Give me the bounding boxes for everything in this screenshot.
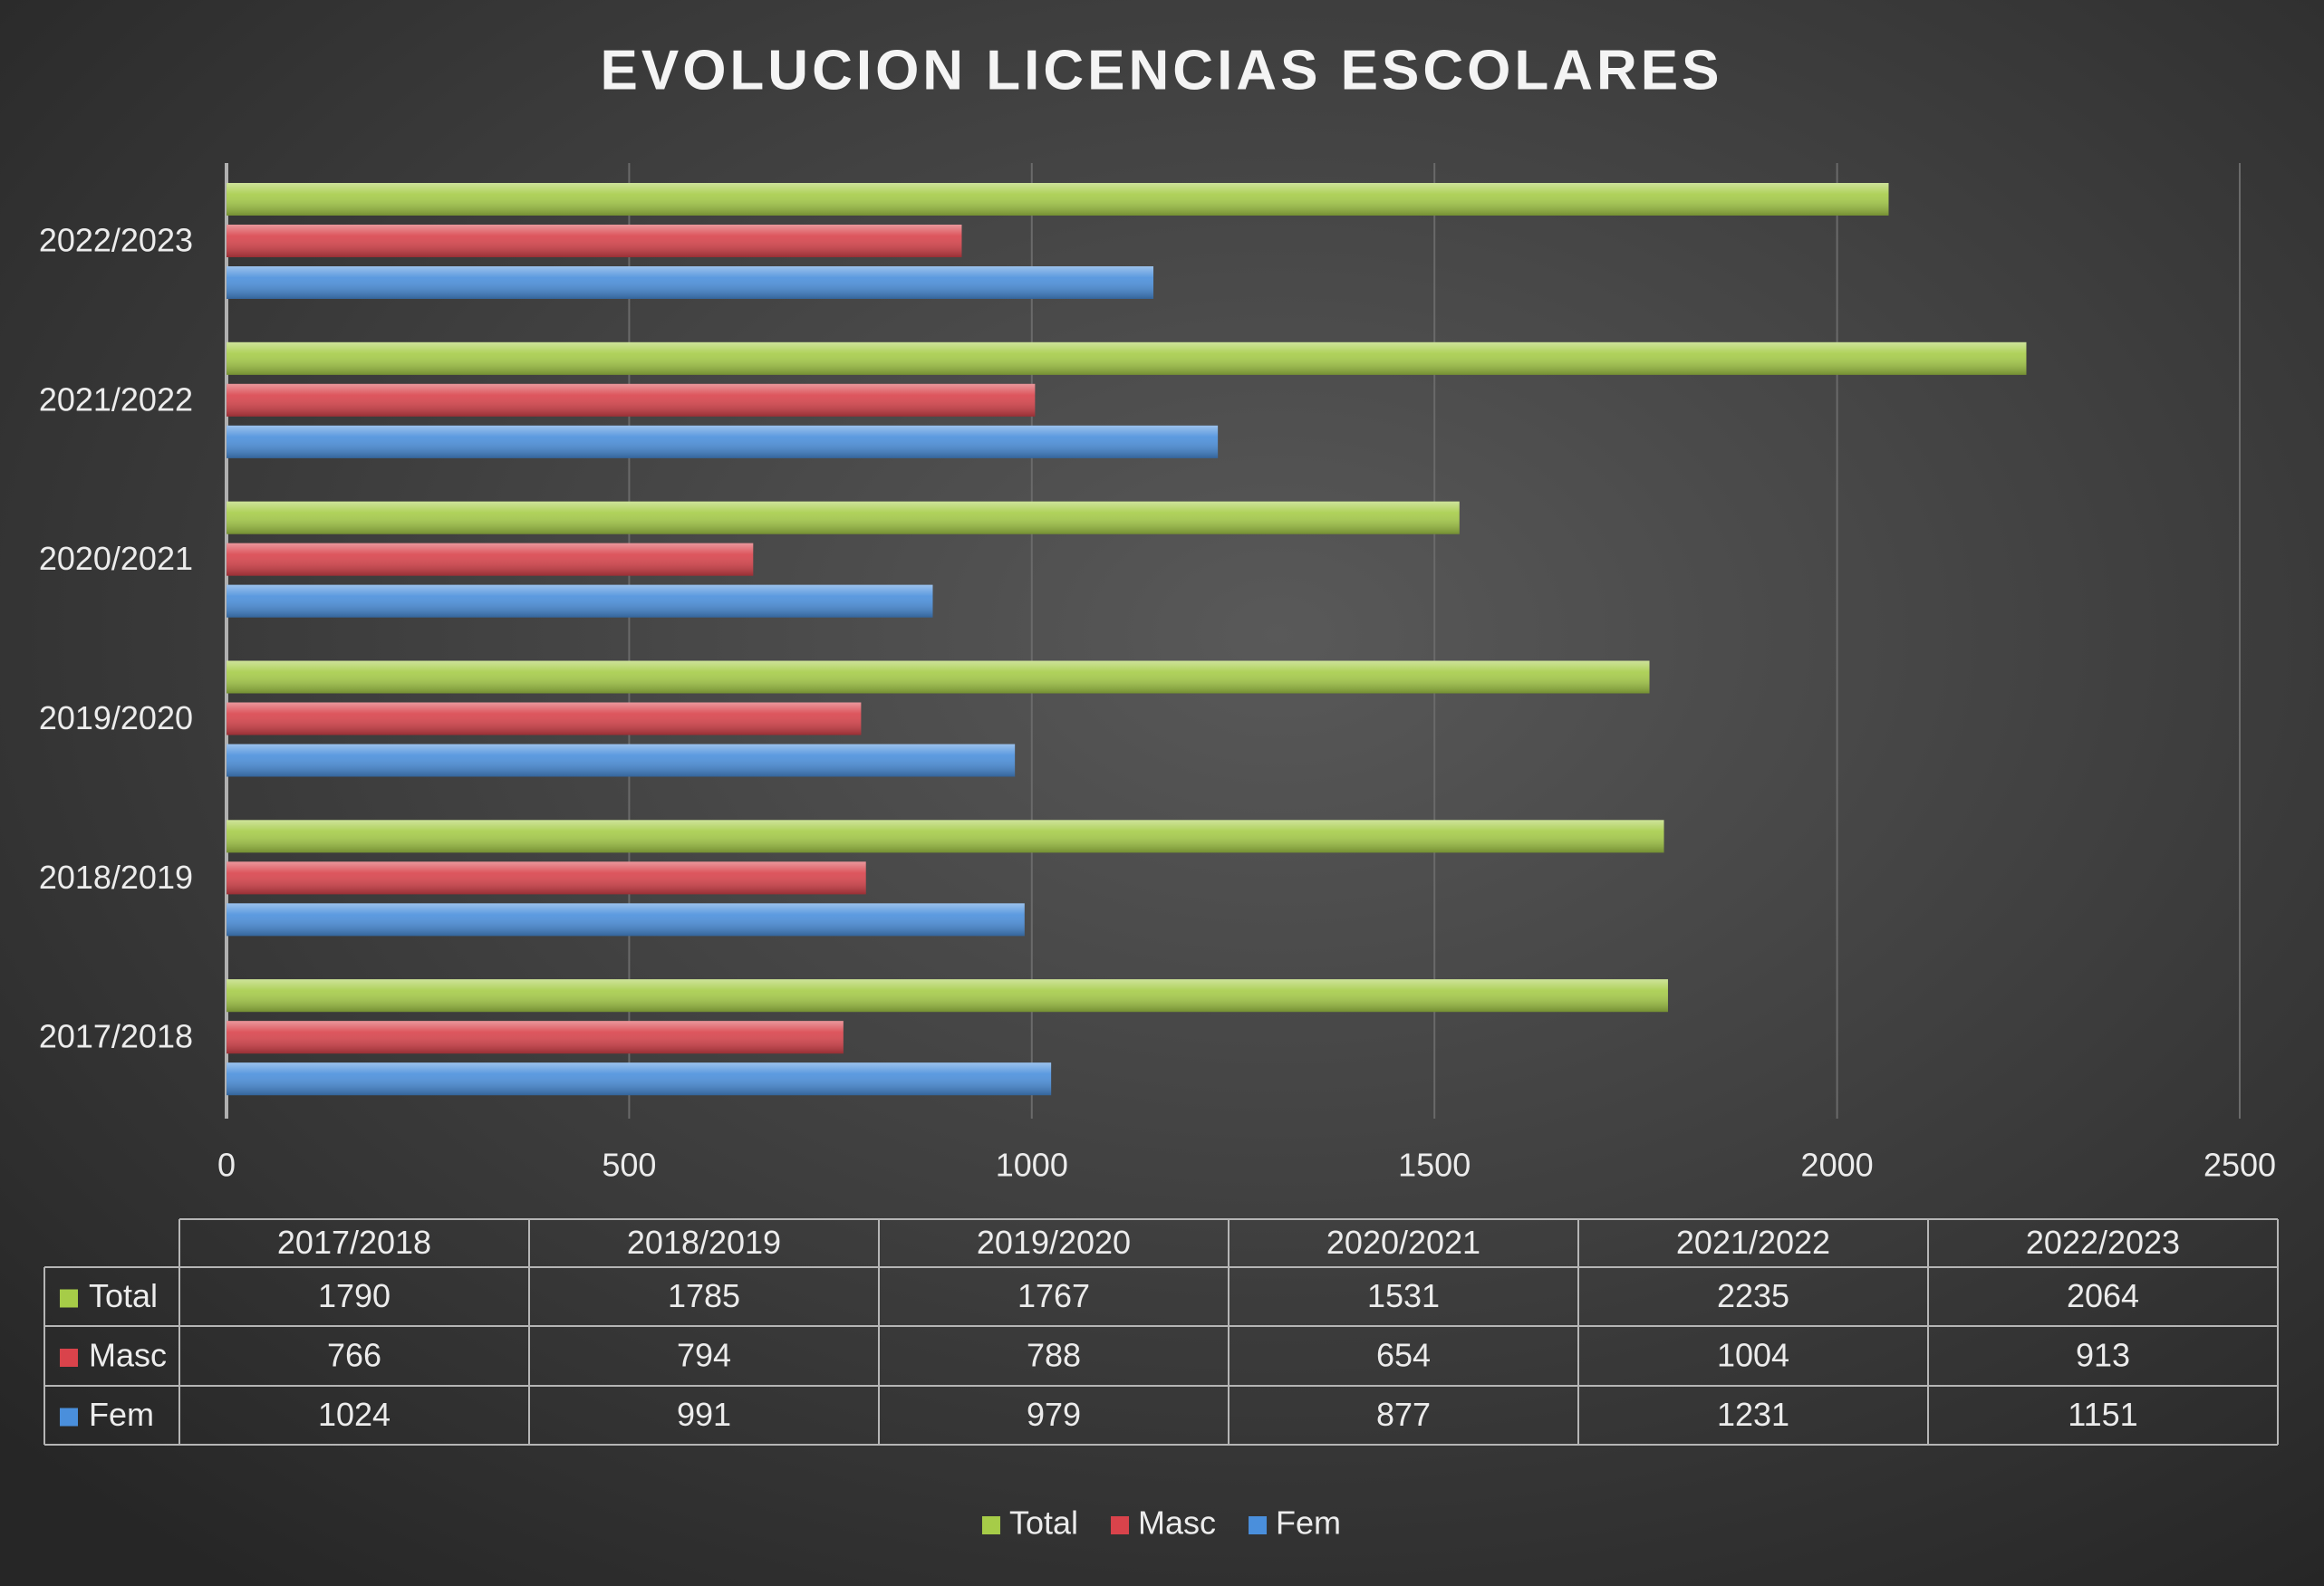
table-header: 2022/2023 bbox=[2026, 1224, 2180, 1261]
y-tick-label: 2022/2023 bbox=[39, 221, 193, 258]
y-tick-label: 2021/2022 bbox=[39, 380, 193, 418]
y-tick-label: 2018/2019 bbox=[39, 859, 193, 896]
table-header: 2018/2019 bbox=[627, 1224, 781, 1261]
table-cell: 1004 bbox=[1717, 1337, 1789, 1374]
table-cell: 991 bbox=[677, 1396, 731, 1433]
table-row-label: Masc bbox=[89, 1337, 167, 1374]
table-cell: 1531 bbox=[1367, 1277, 1440, 1314]
bar-shine bbox=[227, 744, 1016, 777]
bar-shine bbox=[227, 820, 1664, 853]
table-cell: 1024 bbox=[318, 1396, 391, 1433]
bar-shine bbox=[227, 584, 933, 618]
table-row-label: Total bbox=[89, 1277, 158, 1314]
bar-shine bbox=[227, 702, 862, 735]
table-cell: 1785 bbox=[668, 1277, 740, 1314]
legend-label: Masc bbox=[1138, 1504, 1216, 1542]
table-legend-key bbox=[60, 1408, 78, 1427]
y-tick-label: 2019/2020 bbox=[39, 699, 193, 736]
x-tick-label: 2000 bbox=[1801, 1147, 1874, 1184]
legend-label: Fem bbox=[1276, 1504, 1341, 1542]
bar-shine bbox=[227, 266, 1154, 299]
table-cell: 2235 bbox=[1717, 1277, 1789, 1314]
table-header: 2017/2018 bbox=[277, 1224, 431, 1261]
table-legend-key bbox=[60, 1289, 78, 1308]
bar-shine bbox=[227, 225, 962, 257]
table-cell: 1231 bbox=[1717, 1396, 1789, 1433]
bar-shine bbox=[227, 501, 1460, 534]
table-header: 2021/2022 bbox=[1676, 1224, 1830, 1261]
bar-shine bbox=[227, 861, 866, 895]
table-row-label: Fem bbox=[89, 1396, 154, 1433]
bar-shine bbox=[227, 383, 1036, 417]
y-tick-label: 2017/2018 bbox=[39, 1018, 193, 1055]
table-cell: 877 bbox=[1376, 1396, 1431, 1433]
bar-shine bbox=[227, 903, 1025, 937]
table-cell: 794 bbox=[677, 1337, 731, 1374]
x-tick-label: 1500 bbox=[1398, 1147, 1471, 1184]
bar-shine bbox=[227, 425, 1219, 458]
table-legend-key bbox=[60, 1349, 78, 1367]
x-tick-label: 0 bbox=[217, 1147, 236, 1184]
table-cell: 766 bbox=[327, 1337, 381, 1374]
table-cell: 1151 bbox=[2068, 1396, 2137, 1433]
y-tick-label: 2020/2021 bbox=[39, 540, 193, 577]
x-tick-label: 500 bbox=[602, 1147, 656, 1184]
legend-key bbox=[1111, 1516, 1130, 1534]
table-header: 2019/2020 bbox=[977, 1224, 1131, 1261]
table-cell: 1790 bbox=[318, 1277, 391, 1314]
bar-shine bbox=[227, 979, 1668, 1013]
bar-shine bbox=[227, 183, 1889, 216]
bar-shine bbox=[227, 341, 2027, 375]
bar-shine bbox=[227, 543, 754, 576]
bar-shine bbox=[227, 660, 1650, 694]
table-cell: 2064 bbox=[2067, 1277, 2139, 1314]
x-tick-label: 1000 bbox=[996, 1147, 1068, 1184]
table-header: 2020/2021 bbox=[1326, 1224, 1480, 1261]
table-cell: 1767 bbox=[1017, 1277, 1090, 1314]
table-cell: 788 bbox=[1027, 1337, 1081, 1374]
table-cell: 654 bbox=[1376, 1337, 1431, 1374]
table-cell: 979 bbox=[1027, 1396, 1081, 1433]
legend-key bbox=[1249, 1516, 1268, 1534]
x-tick-label: 2500 bbox=[2203, 1147, 2276, 1184]
bar-shine bbox=[227, 1062, 1052, 1096]
table-cell: 913 bbox=[2076, 1337, 2130, 1374]
chart-title: EVOLUCION LICENCIAS ESCOLARES bbox=[601, 39, 1723, 101]
legend-label: Total bbox=[1009, 1504, 1078, 1542]
bar-shine bbox=[227, 1021, 844, 1054]
legend-key bbox=[981, 1516, 1000, 1534]
